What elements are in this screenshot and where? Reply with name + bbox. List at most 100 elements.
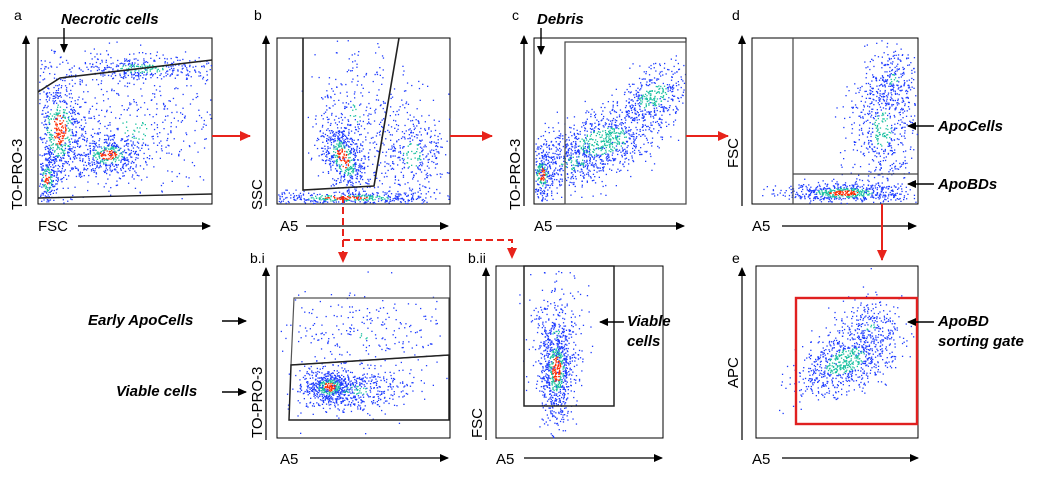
event-dot xyxy=(97,151,99,153)
event-dot xyxy=(590,154,592,156)
event-dot xyxy=(369,201,371,204)
event-dot xyxy=(539,167,541,169)
event-dot xyxy=(115,144,117,147)
event-dot xyxy=(584,100,586,103)
event-dot xyxy=(167,170,169,172)
event-dot xyxy=(107,135,109,137)
event-dot xyxy=(156,126,159,129)
event-dot xyxy=(331,156,333,158)
event-dot xyxy=(45,196,48,198)
event-dot xyxy=(669,105,671,107)
event-dot xyxy=(382,107,384,110)
event-dot xyxy=(68,164,70,166)
event-dot xyxy=(537,189,540,192)
event-dot xyxy=(123,158,125,160)
event-dot xyxy=(623,165,625,168)
event-dot xyxy=(683,64,685,67)
event-dot xyxy=(133,53,135,55)
event-dot xyxy=(559,147,561,150)
event-dot xyxy=(572,141,575,143)
event-dot xyxy=(634,104,637,106)
event-dot xyxy=(69,128,71,130)
event-dot xyxy=(658,88,660,90)
event-dot xyxy=(598,176,600,178)
event-dot xyxy=(89,165,91,167)
event-dot xyxy=(46,127,49,129)
event-dot xyxy=(349,168,351,170)
event-dot xyxy=(99,164,101,166)
event-dot xyxy=(418,157,421,159)
event-dot xyxy=(610,113,612,115)
event-dot xyxy=(358,199,360,201)
event-dot xyxy=(343,193,345,195)
event-dot xyxy=(77,99,79,101)
event-dot xyxy=(596,166,598,168)
event-dot xyxy=(607,127,609,129)
event-dot xyxy=(107,153,109,155)
event-dot xyxy=(420,193,422,195)
event-dot xyxy=(44,104,46,107)
event-dot xyxy=(651,124,653,126)
event-dot xyxy=(311,194,313,196)
event-dot xyxy=(578,150,581,152)
event-dot xyxy=(350,165,352,168)
event-dot xyxy=(368,118,370,120)
event-dot xyxy=(629,137,631,140)
event-dot xyxy=(99,132,101,134)
event-dot xyxy=(386,162,388,165)
event-dot xyxy=(547,172,550,174)
event-dot xyxy=(206,60,208,63)
event-dot xyxy=(49,154,51,156)
event-dot xyxy=(53,189,55,192)
event-dot xyxy=(66,74,68,76)
event-dot xyxy=(635,147,637,149)
event-dot xyxy=(127,160,129,162)
event-dot xyxy=(287,200,289,203)
event-dot xyxy=(197,151,199,153)
event-dot xyxy=(344,198,346,201)
event-dot xyxy=(583,156,586,158)
event-dot xyxy=(316,139,318,142)
event-dot xyxy=(139,75,142,77)
event-dot xyxy=(606,133,608,135)
event-dot xyxy=(356,84,358,86)
event-dot xyxy=(348,58,350,60)
event-dot xyxy=(536,190,539,192)
event-dot xyxy=(335,162,338,164)
event-dot xyxy=(125,140,127,142)
event-dot xyxy=(662,88,664,90)
event-dot xyxy=(545,195,547,198)
event-dot xyxy=(658,147,660,149)
event-dot xyxy=(50,176,52,178)
event-dot xyxy=(56,130,58,132)
event-dot xyxy=(315,197,318,199)
event-dot xyxy=(394,176,396,178)
event-dot xyxy=(619,109,622,111)
event-dot xyxy=(582,140,585,142)
event-dot xyxy=(331,112,333,115)
event-dot xyxy=(331,157,334,159)
event-dot xyxy=(359,174,362,177)
event-dot xyxy=(682,102,684,104)
event-dot xyxy=(62,120,65,122)
event-dot xyxy=(103,100,105,102)
event-dot xyxy=(398,109,400,111)
event-dot xyxy=(538,171,540,173)
event-dot xyxy=(647,142,649,144)
event-dot xyxy=(557,122,560,124)
event-dot xyxy=(96,162,98,164)
event-dot xyxy=(637,91,640,94)
event-dot xyxy=(441,146,443,148)
event-dot xyxy=(345,135,347,137)
event-dot xyxy=(676,107,678,109)
event-dot xyxy=(628,91,630,93)
event-dot xyxy=(539,157,541,159)
event-dot xyxy=(62,165,64,167)
event-dot xyxy=(43,78,46,80)
event-dot xyxy=(98,154,101,156)
event-dot xyxy=(637,87,639,89)
event-dot xyxy=(573,167,575,169)
event-dot xyxy=(113,90,115,92)
event-dot xyxy=(56,113,58,115)
event-dot xyxy=(200,75,202,77)
